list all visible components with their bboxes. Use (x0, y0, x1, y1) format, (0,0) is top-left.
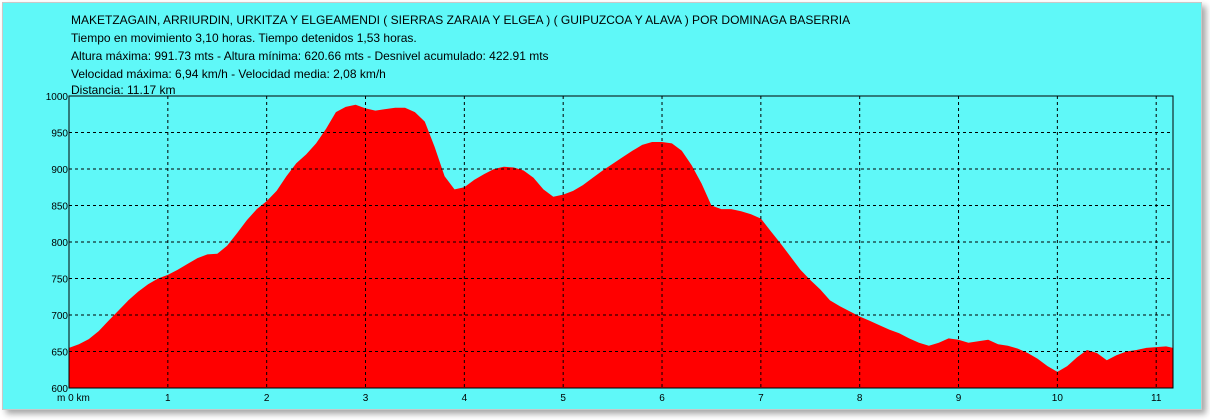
x-tick-label: 3 (363, 393, 369, 404)
y-tick-label: 600 (51, 384, 68, 395)
y-tick-label: 750 (51, 275, 68, 286)
y-tick-label: 1000 (46, 92, 69, 103)
elevation-profile-chart: 600 650 700 750 800 850 900 950 1000 1 2 3 4 5 6 7 8 9 10 1… (46, 92, 1174, 404)
y-tick-label: 850 (51, 202, 68, 213)
plot-area (68, 95, 1174, 389)
x-tick-label: 1 (165, 393, 171, 404)
x-origin-label: m 0 km (57, 393, 90, 404)
y-tick-label: 650 (51, 348, 68, 359)
x-tick-label: 7 (758, 393, 764, 404)
chart-panel: MAKETZAGAIN, ARRIURDIN, URKITZA Y ELGEAM… (2, 2, 1202, 410)
x-tick-label: 11 (1151, 393, 1162, 404)
chart-title: MAKETZAGAIN, ARRIURDIN, URKITZA Y ELGEAM… (71, 13, 851, 27)
x-tick-label: 10 (1052, 393, 1064, 404)
y-tick-label: 900 (51, 165, 68, 176)
speed-stats: Velocidad máxima: 6,94 km/h - Velocidad … (71, 67, 386, 81)
distance-stat: Distancia: 11.17 km (71, 83, 176, 97)
altitude-stats: Altura máxima: 991.73 mts - Altura mínim… (71, 49, 549, 63)
x-tick-label: 5 (560, 393, 566, 404)
x-tick-label: 2 (264, 393, 270, 404)
x-tick-label: 4 (462, 393, 468, 404)
y-tick-label: 950 (51, 129, 68, 140)
x-tick-label: 8 (857, 393, 863, 404)
y-tick-label: 700 (51, 311, 68, 322)
x-tick-label: 9 (956, 393, 962, 404)
time-stats: Tiempo en movimiento 3,10 horas. Tiempo … (71, 31, 417, 45)
x-tick-label: 6 (659, 393, 665, 404)
elevation-area (69, 104, 1173, 389)
y-tick-label: 800 (51, 238, 68, 249)
